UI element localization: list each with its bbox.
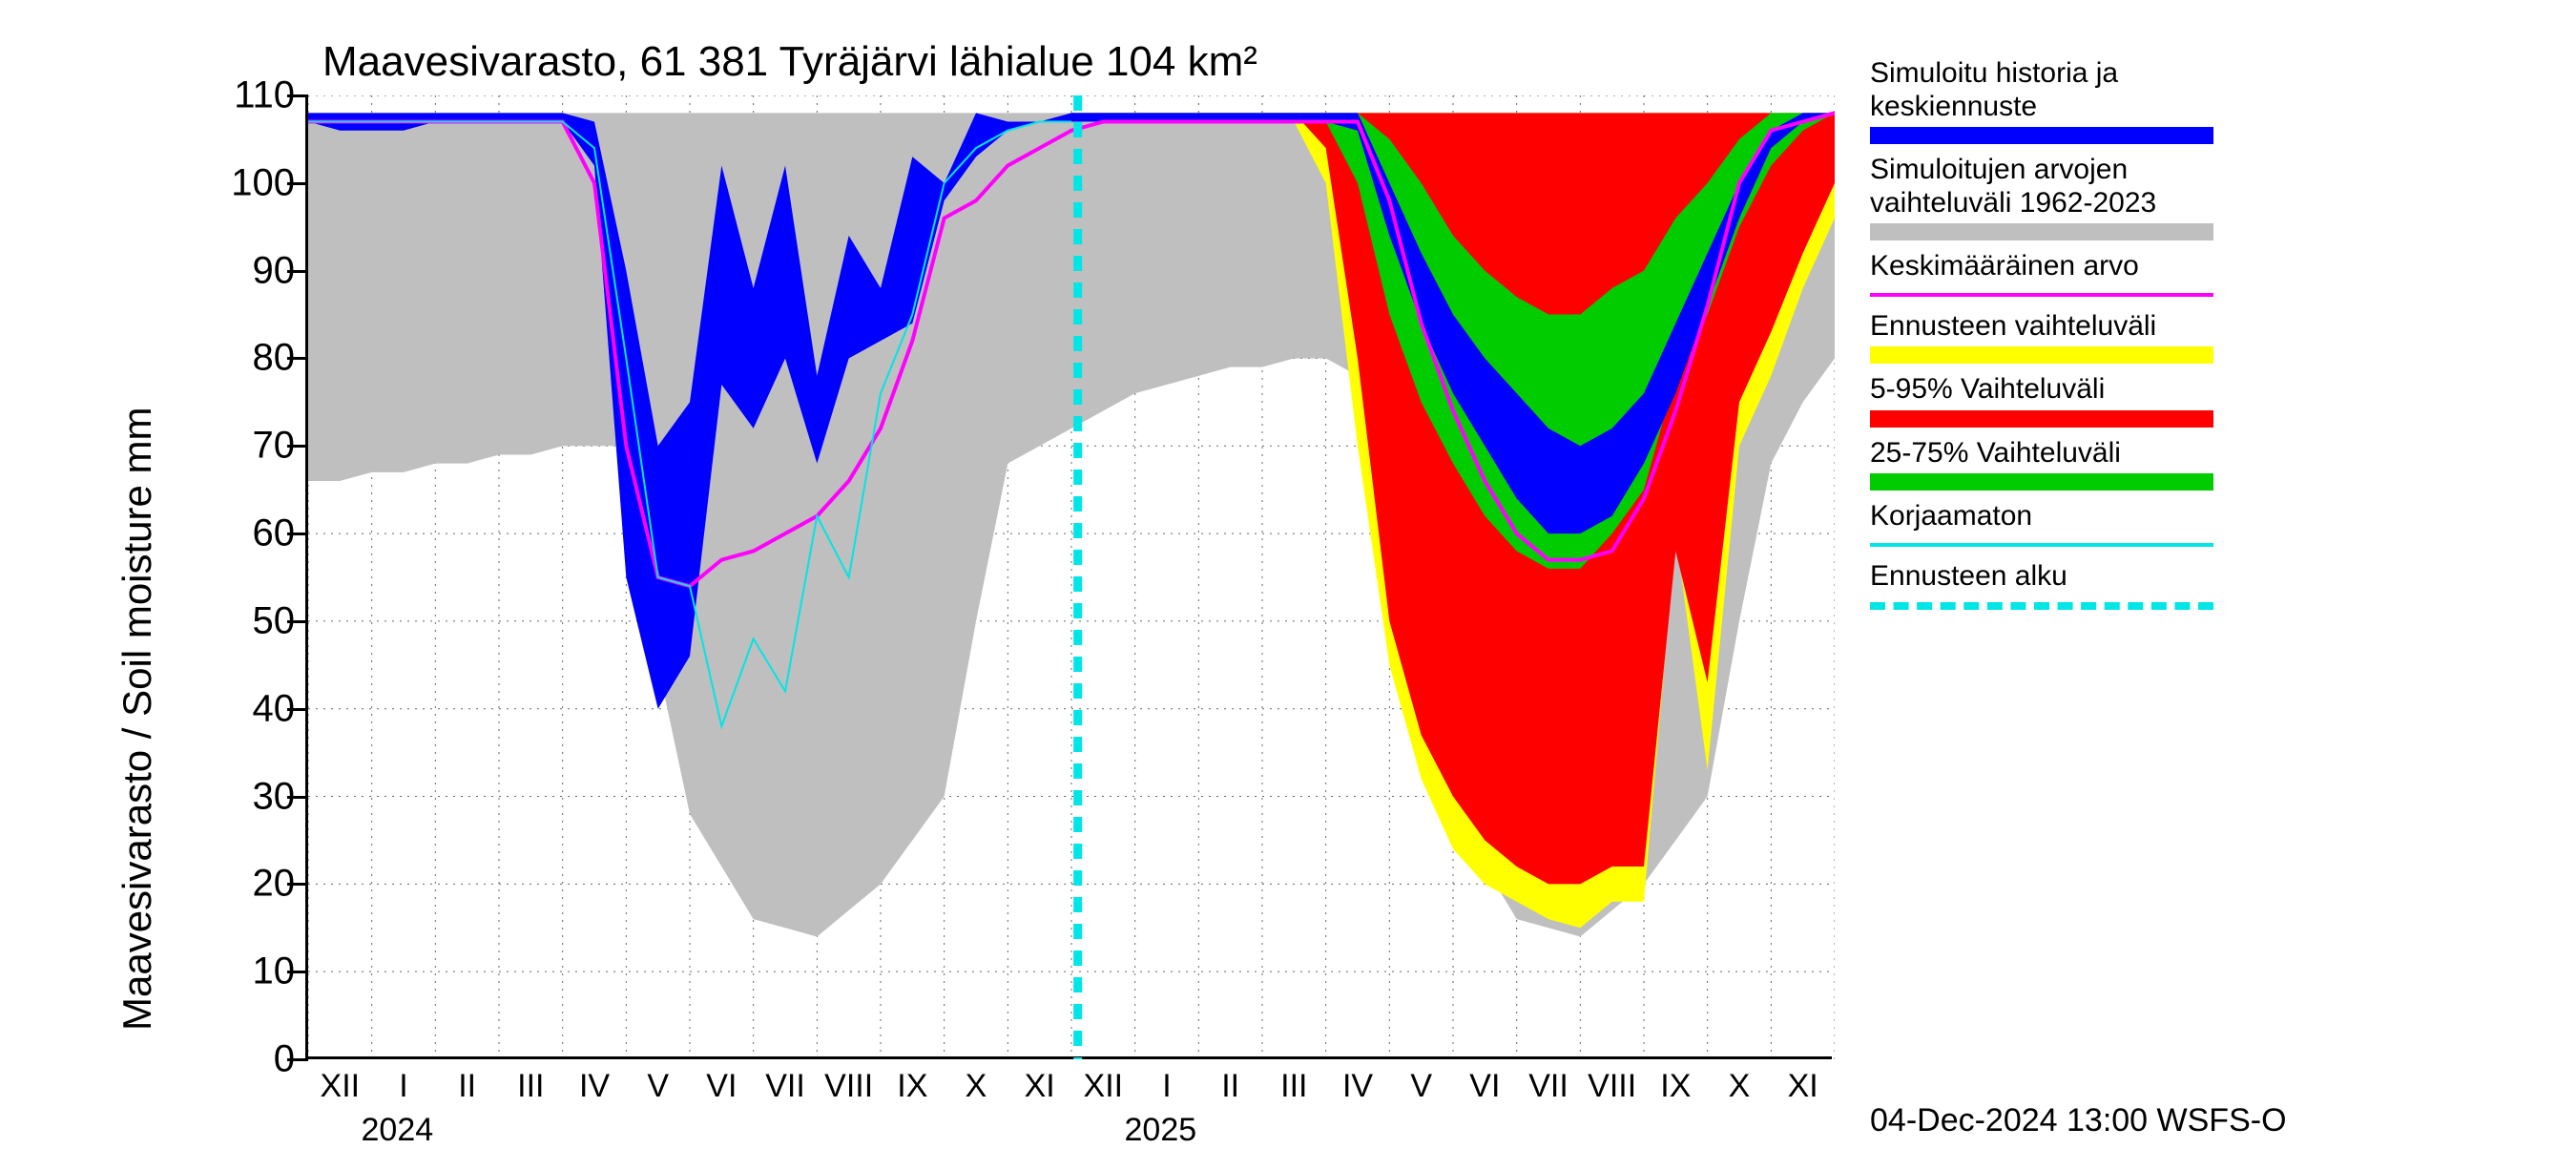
legend-item: Simuloitujen arvojenvaihteluväli 1962-20… <box>1870 154 2213 240</box>
x-tick-label: III <box>1280 1056 1307 1105</box>
x-tick-label: XI <box>1788 1056 1818 1105</box>
x-tick-label: XII <box>321 1056 361 1105</box>
legend-item: Ennusteen alku <box>1870 560 2213 611</box>
legend-swatch <box>1870 602 2213 610</box>
x-tick-label: V <box>647 1056 669 1105</box>
x-tick-label: II <box>1221 1056 1239 1105</box>
legend-text: Keskimääräinen arvo <box>1870 250 2213 283</box>
legend-text: Ennusteen vaihteluväli <box>1870 310 2213 344</box>
legend-text: Ennusteen alku <box>1870 560 2213 594</box>
y-tick-mark <box>287 708 308 711</box>
x-tick-label: VIII <box>1588 1056 1636 1105</box>
legend-item: Keskimääräinen arvo <box>1870 250 2213 297</box>
y-tick-mark <box>287 796 308 799</box>
y-tick-mark <box>287 971 308 973</box>
y-tick-mark <box>287 94 308 97</box>
y-tick-mark <box>287 533 308 535</box>
legend-text: 5-95% Vaihteluväli <box>1870 373 2213 407</box>
legend-text: Korjaamaton <box>1870 500 2213 533</box>
x-tick-label: VIII <box>824 1056 873 1105</box>
plot-svg <box>308 95 1835 1059</box>
x-tick-label: VII <box>765 1056 805 1105</box>
x-tick-label: VII <box>1528 1056 1568 1105</box>
legend-text: Simuloitu historia ja <box>1870 57 2213 91</box>
x-tick-label: X <box>1729 1056 1751 1105</box>
chart-container: Maavesivarasto, 61 381 Tyräjärvi lähialu… <box>0 0 2576 1145</box>
legend-swatch <box>1870 473 2213 491</box>
y-tick-mark <box>287 270 308 273</box>
y-tick-mark <box>287 883 308 886</box>
legend-text: 25-75% Vaihteluväli <box>1870 437 2213 470</box>
y-tick-mark <box>287 620 308 623</box>
legend-swatch <box>1870 293 2213 297</box>
x-year-label: 2024 <box>362 1056 434 1149</box>
legend-text: vaihteluväli 1962-2023 <box>1870 187 2213 220</box>
legend-text: Simuloitujen arvojen <box>1870 154 2213 187</box>
chart-title: Maavesivarasto, 61 381 Tyräjärvi lähialu… <box>322 38 1257 86</box>
x-tick-label: III <box>517 1056 544 1105</box>
y-tick-mark <box>287 357 308 360</box>
x-year-label: 2025 <box>1125 1056 1197 1149</box>
legend-text: keskiennuste <box>1870 91 2213 124</box>
x-tick-label: IV <box>579 1056 610 1105</box>
x-tick-label: IX <box>897 1056 927 1105</box>
x-tick-label: VI <box>706 1056 737 1105</box>
legend-item: Ennusteen vaihteluväli <box>1870 310 2213 365</box>
y-tick-mark <box>287 182 308 185</box>
y-tick-mark <box>287 1058 308 1061</box>
legend-item: Simuloitu historia jakeskiennuste <box>1870 57 2213 144</box>
legend-swatch <box>1870 127 2213 144</box>
legend-swatch <box>1870 346 2213 364</box>
x-tick-label: X <box>966 1056 987 1105</box>
y-tick-mark <box>287 445 308 448</box>
x-tick-label: II <box>458 1056 476 1105</box>
legend-swatch <box>1870 410 2213 428</box>
x-tick-label: XI <box>1025 1056 1055 1105</box>
x-tick-label: XII <box>1084 1056 1124 1105</box>
legend-item: 25-75% Vaihteluväli <box>1870 437 2213 491</box>
plot-area: 0102030405060708090100110XIIIIIIIIIVVVIV… <box>305 95 1832 1059</box>
legend-item: Korjaamaton <box>1870 500 2213 547</box>
x-tick-label: IX <box>1660 1056 1691 1105</box>
x-tick-label: V <box>1410 1056 1432 1105</box>
x-tick-label: VI <box>1469 1056 1500 1105</box>
y-axis-label: Maavesivarasto / Soil moisture mm <box>114 407 160 1031</box>
legend: Simuloitu historia jakeskiennusteSimuloi… <box>1870 57 2213 623</box>
legend-swatch <box>1870 543 2213 547</box>
x-tick-label: IV <box>1342 1056 1373 1105</box>
timestamp-label: 04-Dec-2024 13:00 WSFS-O <box>1870 1102 2287 1139</box>
legend-swatch <box>1870 223 2213 240</box>
legend-item: 5-95% Vaihteluväli <box>1870 373 2213 428</box>
